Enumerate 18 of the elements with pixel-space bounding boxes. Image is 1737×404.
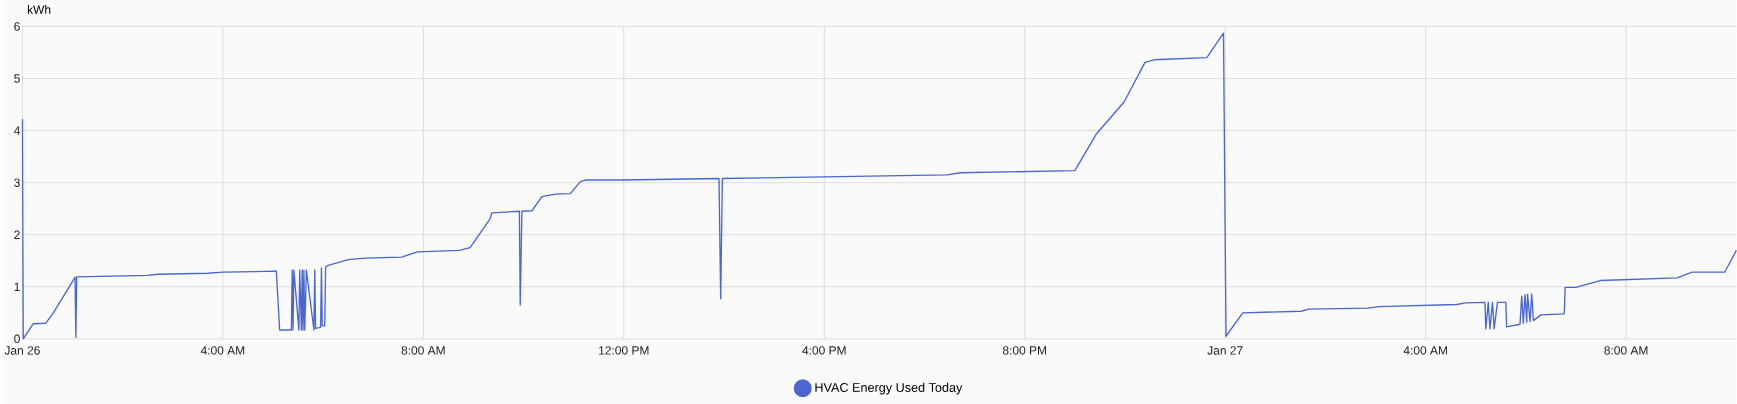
x-tick-label: 12:00 PM — [599, 346, 649, 355]
x-tick-label: 4:00 AM — [200, 346, 245, 355]
y-tick-label: 5 — [14, 74, 20, 83]
x-tick-label: 4:00 PM — [802, 346, 846, 355]
legend-label: HVAC Energy Used Today — [815, 382, 963, 395]
y-tick-label: 1 — [14, 282, 20, 291]
x-tick-label: 4:00 AM — [1403, 346, 1447, 355]
x-tick-label: 8:00 PM — [1002, 346, 1047, 355]
x-tick-label: Jan 27 — [1207, 346, 1243, 355]
y-tick-label: 3 — [14, 178, 20, 187]
x-tick-label: Jan 26 — [4, 346, 40, 355]
y-axis-title: kWh — [27, 5, 51, 14]
y-tick-label: 6 — [14, 22, 20, 31]
y-tick-label: 4 — [13, 126, 21, 135]
x-tick-label: 8:00 AM — [401, 346, 445, 355]
y-tick-label: 0 — [14, 334, 20, 344]
y-tick-label: 2 — [14, 230, 20, 239]
x-tick-label: 8:00 AM — [1604, 346, 1648, 355]
